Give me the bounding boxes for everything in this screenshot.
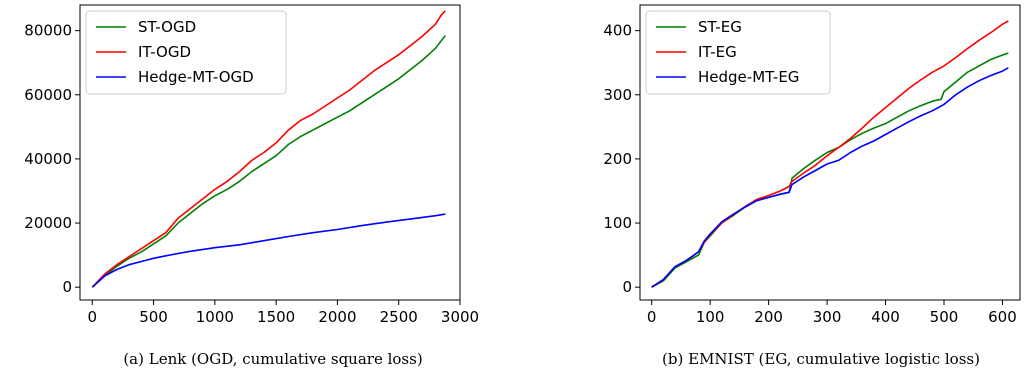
x-tick-label: 600 [988, 308, 1017, 326]
x-tick-label: 100 [696, 308, 725, 326]
series-line-hedge-mt-ogd [91, 213, 446, 288]
plot-frame [79, 4, 461, 301]
x-tick-label: 2500 [380, 308, 418, 326]
x-tick-label: 400 [871, 308, 900, 326]
legend-label: ST-EG [698, 18, 742, 36]
series-line-hedge-mt-eg [651, 67, 1009, 288]
series-line-it-ogd [91, 10, 446, 288]
x-tick-label: 500 [139, 308, 168, 326]
legend-box [645, 10, 831, 95]
y-tick-label: 300 [603, 86, 632, 104]
y-tick-label: 0 [622, 278, 632, 296]
legend-label: IT-OGD [138, 43, 191, 61]
y-tick-label: 100 [603, 214, 632, 232]
legend: ST-OGD IT-OGD Hedge-MT-OGD [85, 10, 287, 95]
series-line-st-ogd [91, 35, 446, 288]
x-tick-label: 3000 [441, 308, 479, 326]
legend-box [85, 10, 287, 95]
x-tick-label: 1500 [257, 308, 295, 326]
y-tick-label: 0 [62, 278, 72, 296]
y-tick-label: 40000 [24, 150, 72, 168]
y-tick-label: 400 [603, 22, 632, 40]
x-tick-label: 0 [87, 308, 97, 326]
x-tick-label: 500 [930, 308, 959, 326]
x-tick-label: 1000 [196, 308, 234, 326]
legend-label: Hedge-MT-EG [698, 68, 799, 86]
y-tick-label: 20000 [24, 214, 72, 232]
caption-a: (a) Lenk (OGD, cumulative square loss) [123, 350, 422, 368]
legend-label: ST-OGD [138, 18, 196, 36]
y-tick-label: 200 [603, 150, 632, 168]
x-tick-label: 300 [813, 308, 842, 326]
y-tick-label: 80000 [24, 22, 72, 40]
x-tick-label: 200 [754, 308, 783, 326]
x-tick-label: 0 [647, 308, 657, 326]
legend: ST-EG IT-EG Hedge-MT-EG [645, 10, 831, 95]
plot-frame [639, 4, 1021, 301]
x-tick-label: 2000 [318, 308, 356, 326]
legend-label: Hedge-MT-OGD [138, 68, 254, 86]
caption-b: (b) EMNIST (EG, cumulative logistic loss… [662, 350, 980, 368]
chart-lenk-ogd: 0 500 1000 1500 2000 2500 3000 0 20000 40000 60000… [24, 4, 479, 326]
legend-label: IT-EG [698, 43, 737, 61]
chart-emnist-eg: 0 100 200 300 400 500 600 0 100 200 300 400 ST-EG IT-… [603, 4, 1021, 326]
y-tick-label: 60000 [24, 86, 72, 104]
